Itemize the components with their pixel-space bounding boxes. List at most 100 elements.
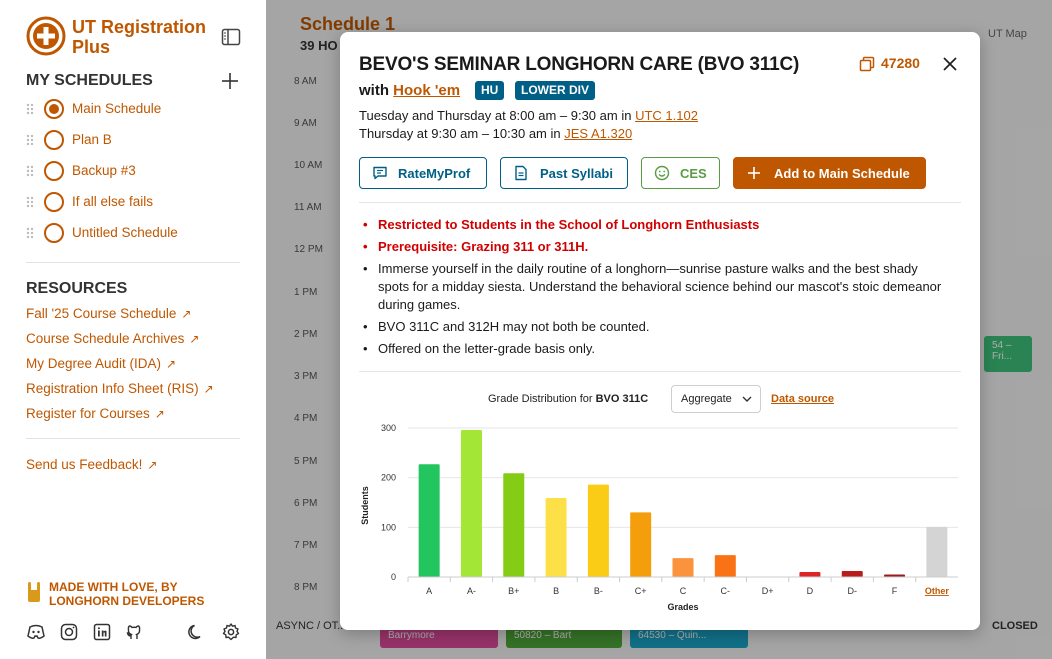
x-tick-label: C- [721, 586, 731, 596]
smile-icon [654, 165, 670, 181]
sidebar-collapse-icon[interactable] [221, 28, 241, 46]
copy-icon[interactable] [859, 56, 875, 72]
data-source-link[interactable]: Data source [771, 393, 834, 405]
link-register-courses[interactable]: Register for Courses ↗ [26, 406, 165, 421]
divider [359, 371, 961, 372]
y-tick-label: 0 [391, 572, 396, 582]
hour-label: 9 AM [294, 118, 317, 129]
add-to-schedule-label: Add to Main Schedule [774, 166, 910, 181]
schedule-item-plan-b[interactable]: Plan B [26, 129, 236, 151]
grade-bar [841, 571, 863, 577]
schedule-label: If all else fails [72, 194, 154, 209]
link-label: Fall '25 Course Schedule [26, 306, 177, 321]
hour-label: 3 PM [294, 371, 318, 382]
link-degree-audit[interactable]: My Degree Audit (IDA) ↗ [26, 356, 176, 371]
drag-handle-icon[interactable] [26, 134, 34, 146]
course-block[interactable]: 64530 – Quin... [630, 626, 748, 648]
github-icon[interactable] [124, 622, 144, 642]
my-schedules-heading: MY SCHEDULES [26, 72, 153, 89]
course-block[interactable]: 54 – Fri... [984, 336, 1032, 372]
external-link-icon: ↗ [189, 332, 200, 346]
schedule-radio[interactable] [44, 99, 64, 119]
x-tick-label: B+ [508, 586, 519, 596]
add-to-schedule-button[interactable]: Add to Main Schedule [733, 157, 926, 189]
x-tick-label: F [892, 586, 898, 596]
drag-handle-icon[interactable] [26, 227, 34, 239]
y-axis-label: Students [360, 486, 370, 525]
restriction-item: Prerequisite: Grazing 311 or 311H. [359, 238, 949, 256]
schedule-item-backup-3[interactable]: Backup #3 [26, 160, 236, 182]
x-tick-label: A- [467, 586, 476, 596]
grade-bar [460, 429, 482, 577]
schedule-radio[interactable] [44, 130, 64, 150]
course-block[interactable]: Barrymore [380, 626, 498, 648]
grade-bar [418, 464, 440, 577]
semester-select[interactable]: Aggregate [671, 385, 761, 413]
link-label: Course Schedule Archives [26, 331, 185, 346]
close-icon[interactable] [941, 55, 959, 73]
external-link-icon: ↗ [166, 357, 177, 371]
schedule-item-main[interactable]: Main Schedule [26, 98, 236, 120]
link-registration-info[interactable]: Registration Info Sheet (RIS) ↗ [26, 381, 214, 396]
grade-bar [714, 555, 736, 577]
grade-bar [545, 498, 567, 577]
meeting-line: Tuesday and Thursday at 8:00 am – 9:30 a… [359, 108, 698, 123]
drag-handle-icon[interactable] [26, 103, 34, 115]
instructor-link[interactable]: Hook 'em [393, 82, 461, 99]
description-item: BVO 311C and 312H may not both be counte… [359, 318, 949, 336]
hour-label: 4 PM [294, 413, 318, 424]
made-with-love-text: MADE WITH LOVE, BY LONGHORN DEVELOPERS [49, 580, 205, 608]
description-item: Offered on the letter-grade basis only. [359, 340, 949, 358]
drag-handle-icon[interactable] [26, 165, 34, 177]
hour-label: 10 AM [294, 160, 323, 171]
location-link[interactable]: UTC 1.102 [635, 108, 698, 123]
ces-button[interactable]: CES [641, 157, 720, 189]
schedule-item-untitled[interactable]: Untitled Schedule [26, 222, 236, 244]
tag-hu: HU [475, 81, 505, 100]
schedule-label: Untitled Schedule [72, 225, 178, 240]
location-link[interactable]: JES A1.320 [564, 126, 633, 141]
chevron-down-icon [742, 396, 752, 402]
schedule-radio[interactable] [44, 161, 64, 181]
link-label: Registration Info Sheet (RIS) [26, 381, 199, 396]
rate-my-prof-button[interactable]: RateMyProf [359, 157, 487, 189]
instagram-icon[interactable] [59, 622, 79, 642]
unique-number[interactable]: 47280 [881, 55, 920, 71]
grade-bar [884, 574, 906, 577]
grade-bar [672, 558, 694, 577]
linkedin-icon[interactable] [92, 622, 112, 642]
grade-bar [503, 473, 525, 577]
x-tick-label: B- [594, 586, 603, 596]
link-label: Register for Courses [26, 406, 150, 421]
link-feedback[interactable]: Send us Feedback! ↗ [26, 457, 157, 472]
x-tick-label: A [426, 586, 432, 596]
divider [359, 202, 961, 203]
schedule-radio[interactable] [44, 223, 64, 243]
link-course-schedule[interactable]: Fall '25 Course Schedule ↗ [26, 306, 191, 321]
schedule-hours: 39 HO [300, 38, 338, 53]
ut-map-button[interactable]: UT Map [988, 28, 1027, 40]
course-block[interactable]: 50820 – Bart [506, 626, 622, 648]
x-tick-label: B [553, 586, 559, 596]
chat-icon [373, 166, 387, 180]
instructor-line: with Hook 'em [359, 82, 460, 99]
gear-icon[interactable] [221, 622, 241, 642]
add-schedule-button[interactable] [219, 70, 241, 92]
schedule-radio[interactable] [44, 192, 64, 212]
grade-bar [587, 484, 609, 577]
grade-course-code: BVO 311C [595, 393, 649, 405]
tag-lower-div: LOWER DIV [515, 81, 595, 100]
schedule-item-if-all-else-fails[interactable]: If all else fails [26, 191, 236, 213]
hour-label: 8 AM [294, 76, 317, 87]
external-link-icon: ↗ [147, 458, 158, 472]
discord-icon[interactable] [26, 622, 46, 642]
meeting-line: Thursday at 9:30 am – 10:30 am in JES A1… [359, 126, 632, 141]
past-syllabi-button[interactable]: Past Syllabi [500, 157, 628, 189]
meeting-text: Tuesday and Thursday at 8:00 am – 9:30 a… [359, 108, 632, 123]
link-course-archives[interactable]: Course Schedule Archives ↗ [26, 331, 199, 346]
past-syllabi-label: Past Syllabi [540, 166, 613, 181]
moon-icon[interactable] [186, 622, 206, 642]
drag-handle-icon[interactable] [26, 196, 34, 208]
x-tick-label: D [807, 586, 814, 596]
x-tick-label: D+ [762, 586, 774, 596]
